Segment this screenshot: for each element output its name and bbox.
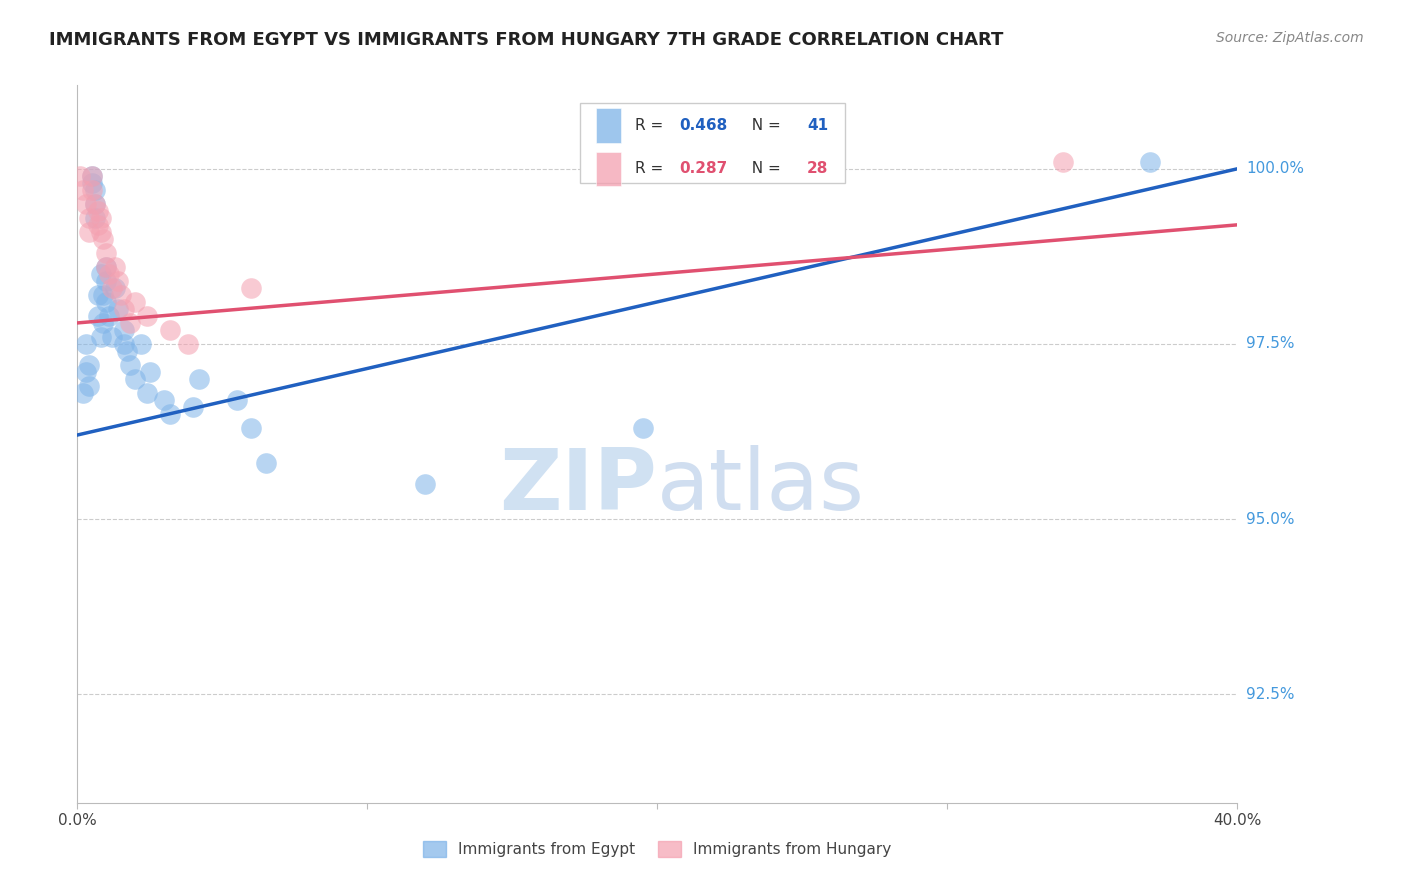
Point [75,365,97,379]
Point [101,330,124,344]
Point [183,400,205,414]
Point [93,316,115,330]
Point [80,176,103,190]
Point [631,421,654,435]
Point [1139,154,1161,169]
Point [77,211,100,225]
Point [83,183,105,197]
Text: IMMIGRANTS FROM EGYPT VS IMMIGRANTS FROM HUNGARY 7TH GRADE CORRELATION CHART: IMMIGRANTS FROM EGYPT VS IMMIGRANTS FROM… [49,31,1004,49]
Point [118,358,141,372]
Text: 92.5%: 92.5% [1246,687,1295,702]
Point [75,197,97,211]
Point [254,456,277,470]
Point [72,183,94,197]
Text: 0.287: 0.287 [679,161,727,177]
Point [96,260,118,274]
Point [136,309,159,323]
Point [96,260,118,274]
Point [86,288,108,302]
Point [110,288,132,302]
Text: 100.0%: 100.0% [1246,161,1303,177]
Point [80,169,103,183]
FancyBboxPatch shape [596,152,621,186]
Text: 0.468: 0.468 [679,118,727,133]
Point [77,225,100,239]
Point [96,245,118,260]
Text: N =: N = [742,161,786,177]
Point [112,323,135,337]
Point [176,337,198,351]
Point [188,372,211,386]
Text: R =: R = [636,161,668,177]
Text: Source: ZipAtlas.com: Source: ZipAtlas.com [1216,31,1364,45]
Point [225,392,247,407]
Point [86,309,108,323]
Point [98,267,121,281]
Point [77,358,100,372]
Point [104,281,127,295]
Point [124,372,146,386]
Text: R =: R = [636,118,668,133]
Point [69,169,91,183]
Point [129,337,152,351]
Text: 97.5%: 97.5% [1246,336,1295,351]
Text: N =: N = [742,118,786,133]
Point [90,211,111,225]
Point [93,288,115,302]
Point [1052,154,1074,169]
Point [107,274,129,288]
Point [96,294,118,309]
FancyBboxPatch shape [579,103,845,183]
Point [112,301,135,316]
Point [83,211,105,225]
Point [86,203,108,218]
Point [159,323,181,337]
Point [240,281,263,295]
Text: 95.0%: 95.0% [1246,512,1295,526]
Point [112,337,135,351]
Point [413,477,436,491]
Point [159,407,181,421]
Legend: Immigrants from Egypt, Immigrants from Hungary: Immigrants from Egypt, Immigrants from H… [418,835,897,863]
Point [83,197,105,211]
Point [86,218,108,232]
Point [118,316,141,330]
FancyBboxPatch shape [596,109,621,143]
Point [75,337,97,351]
Text: atlas: atlas [658,445,865,528]
Point [240,421,263,435]
Point [139,365,162,379]
Text: 41: 41 [807,118,828,133]
Point [77,379,100,393]
Point [90,267,111,281]
Point [115,343,138,358]
Point [136,386,159,401]
Point [98,309,121,323]
Point [83,197,105,211]
Text: 28: 28 [807,161,828,177]
Point [80,183,103,197]
Point [90,225,111,239]
Point [80,169,103,183]
Point [96,274,118,288]
Point [107,301,129,316]
Point [93,232,115,246]
Text: ZIP: ZIP [499,445,658,528]
Point [124,294,146,309]
Point [101,281,124,295]
Point [90,330,111,344]
Point [72,386,94,401]
Point [153,392,176,407]
Point [104,260,127,274]
